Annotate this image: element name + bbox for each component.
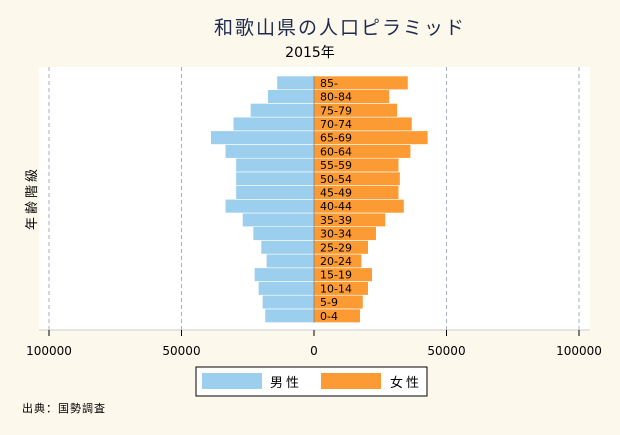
age-label-75-79: 75-79	[320, 104, 352, 117]
legend-label-male: 男性	[270, 376, 302, 391]
bar-male-55-59	[235, 157, 315, 173]
bar-male-75-79	[250, 103, 315, 118]
age-label-5-9: 5-9	[320, 296, 338, 309]
source-note: 出典：国勢調査	[22, 401, 106, 415]
chart-subtitle: 2015年	[285, 45, 335, 61]
age-label-15-19: 15-19	[320, 269, 352, 282]
bar-male-10-14	[258, 281, 315, 296]
x-tick-label: 100000	[26, 344, 72, 358]
bar-male-50-54	[235, 171, 315, 186]
x-tick-label: 0	[310, 344, 318, 358]
bar-male-70-74	[232, 116, 315, 132]
age-label-25-29: 25-29	[320, 241, 352, 254]
legend-swatch-female	[321, 373, 381, 389]
age-label-30-34: 30-34	[320, 228, 352, 241]
age-label-20-24: 20-24	[320, 255, 352, 268]
bar-male-5-9	[262, 294, 315, 310]
age-label-45-49: 45-49	[320, 186, 352, 199]
y-axis-label: 年齢階級	[25, 166, 40, 230]
bar-male-0-4	[264, 308, 315, 323]
bar-male-15-19	[254, 267, 315, 282]
x-tick-label: 50000	[162, 344, 200, 358]
grid-lines	[48, 67, 580, 330]
age-label-80-84: 80-84	[320, 91, 352, 104]
bar-male-30-34	[252, 226, 315, 241]
age-label-0-4: 0-4	[320, 310, 338, 323]
age-label-60-64: 60-64	[320, 145, 352, 158]
x-ticks: 100000 50000 0 50000 100000	[26, 329, 602, 358]
legend: 男性 女性	[195, 366, 428, 397]
age-label-65-69: 65-69	[320, 132, 352, 145]
x-tick-label: 100000	[556, 344, 602, 358]
bar-male-20-24	[265, 253, 315, 269]
bar-male-80-84	[267, 89, 315, 104]
bar-male-35-39	[242, 212, 315, 227]
age-label-35-39: 35-39	[320, 214, 352, 227]
bar-male-60-64	[224, 144, 315, 159]
age-labels: 0-45-910-1415-1920-2425-2930-3435-3940-4…	[320, 77, 352, 323]
bar-male-40-44	[224, 199, 315, 214]
bars	[210, 75, 429, 323]
legend-label-female: 女性	[390, 375, 422, 391]
age-label-50-54: 50-54	[320, 173, 352, 186]
age-label-10-14: 10-14	[320, 282, 352, 295]
age-label-40-44: 40-44	[320, 200, 352, 213]
bar-male-45-49	[235, 185, 315, 200]
age-label-70-74: 70-74	[320, 118, 352, 131]
chart-title: 和歌山県の人口ピラミッド	[214, 17, 466, 39]
bar-male-85-	[276, 75, 315, 90]
x-tick-label: 50000	[427, 344, 465, 358]
bar-male-25-29	[260, 240, 315, 255]
bar-male-65-69	[210, 130, 315, 145]
legend-swatch-male	[202, 373, 262, 389]
age-label-85-: 85-	[320, 77, 338, 90]
age-label-55-59: 55-59	[320, 159, 352, 172]
